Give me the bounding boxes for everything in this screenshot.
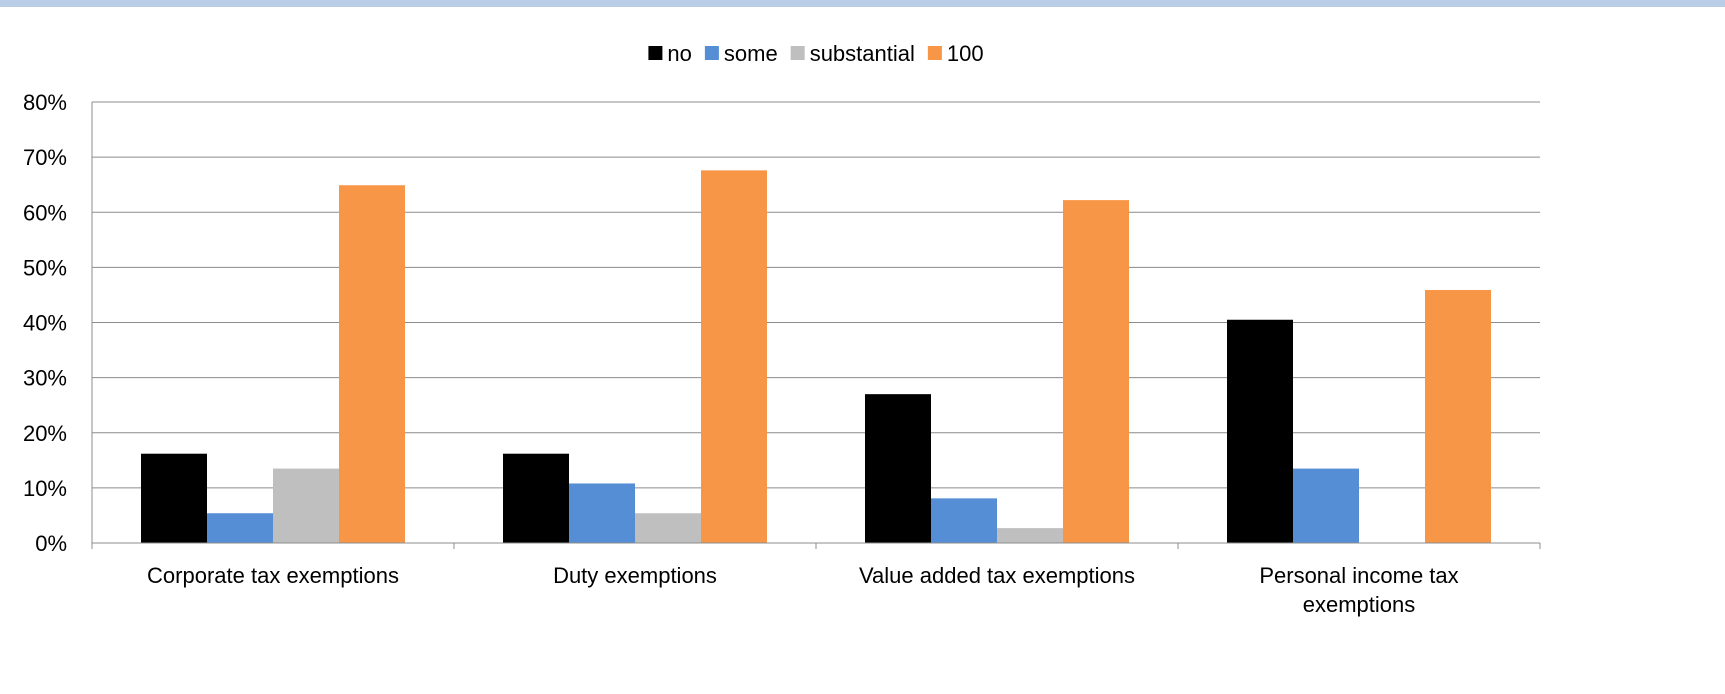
y-tick-label: 20% xyxy=(23,421,67,446)
bar-no-3 xyxy=(1227,319,1293,543)
x-category-label: Value added tax exemptions xyxy=(859,563,1135,588)
legend-swatch-substantial xyxy=(790,46,805,60)
bar-100-0 xyxy=(339,185,405,543)
y-tick-label: 50% xyxy=(23,255,67,280)
x-category-label: Personal income tax exemptions xyxy=(1259,563,1458,617)
bars xyxy=(141,170,1491,544)
bar-no-2 xyxy=(865,394,931,543)
bar-some-2 xyxy=(931,498,997,543)
bar-some-0 xyxy=(207,513,273,543)
x-category-label: Duty exemptions xyxy=(553,563,717,588)
bar-substantial-0 xyxy=(273,468,339,543)
y-tick-label: 0% xyxy=(35,531,67,556)
y-tick-label: 10% xyxy=(23,476,67,501)
legend: no some substantial 100 xyxy=(648,41,984,66)
bar-100-1 xyxy=(701,170,767,544)
y-tick-label: 40% xyxy=(23,311,67,336)
legend-label-no: no xyxy=(667,41,691,66)
bar-100-2 xyxy=(1063,200,1129,543)
top-band xyxy=(0,0,1725,7)
legend-swatch-some xyxy=(704,46,719,60)
gridlines xyxy=(92,101,1540,489)
bar-substantial-1 xyxy=(635,513,701,543)
y-tick-label: 70% xyxy=(23,145,67,170)
y-tick-label: 60% xyxy=(23,200,67,225)
bar-100-3 xyxy=(1425,289,1491,543)
y-axis-tick-labels: 0% 10% 20% 30% 40% 50% 60% 70% 80% xyxy=(23,90,67,556)
bar-some-3 xyxy=(1293,468,1359,543)
axes xyxy=(91,102,1541,549)
bar-no-0 xyxy=(141,453,207,543)
y-tick-label: 80% xyxy=(23,90,67,115)
legend-label-100: 100 xyxy=(947,41,984,66)
legend-label-substantial: substantial xyxy=(810,41,915,66)
bar-some-1 xyxy=(569,483,635,543)
bar-no-1 xyxy=(503,453,569,543)
legend-swatch-no xyxy=(648,46,663,60)
x-axis-category-labels: Corporate tax exemptions Duty exemptions V… xyxy=(147,563,1459,617)
legend-label-some: some xyxy=(724,41,778,66)
x-category-label: Corporate tax exemptions xyxy=(147,563,399,588)
y-tick-label: 30% xyxy=(23,366,67,391)
bar-substantial-2 xyxy=(997,528,1063,543)
legend-swatch-100 xyxy=(927,46,942,60)
